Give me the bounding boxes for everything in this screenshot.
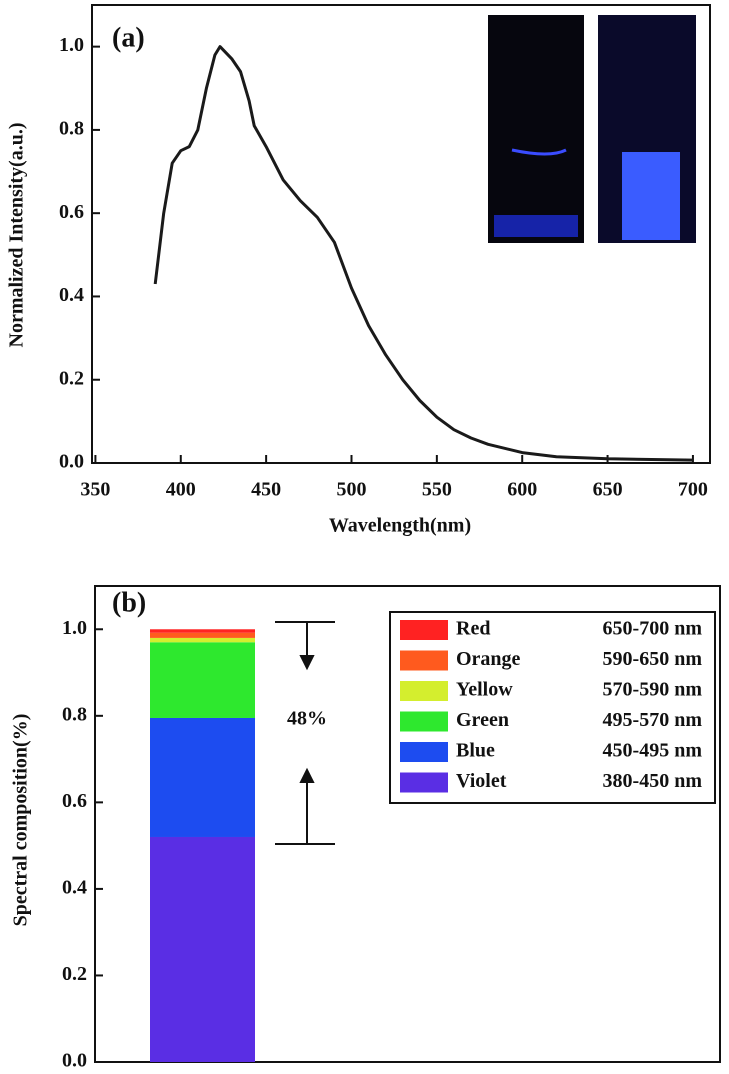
legend-range: 380-450 nm (603, 770, 703, 792)
y-tick-label: 0.6 (62, 790, 87, 812)
annotation-bracket (275, 621, 335, 845)
y-tick-label: 0.2 (62, 963, 87, 985)
glow-liquid (622, 152, 680, 240)
y-axis-label: Spectral composition(%) (10, 714, 32, 927)
legend-label: Yellow (456, 679, 513, 701)
legend-label: Blue (456, 740, 495, 762)
legend-swatch (400, 620, 448, 640)
y-tick-label: 0.8 (59, 118, 84, 140)
x-tick-label: 400 (166, 479, 196, 501)
annotation: 48% (287, 708, 327, 730)
legend-swatch (400, 742, 448, 762)
plot-frame (91, 4, 711, 464)
y-tick-label: 0.6 (59, 201, 84, 223)
legend-range: 495-570 nm (603, 709, 703, 731)
x-tick-label: 700 (678, 479, 708, 501)
legend-label: Violet (456, 770, 507, 792)
legend-swatch (400, 681, 448, 701)
legend-range: 650-700 nm (603, 618, 703, 640)
plot-frame (94, 585, 721, 1063)
bar-segment (150, 642, 255, 718)
bar-segment (150, 637, 255, 643)
inset-photo (488, 15, 696, 243)
y-tick-label: 0.0 (62, 1050, 87, 1072)
cuvette-dark (488, 15, 584, 243)
legend-range: 570-590 nm (603, 679, 703, 701)
x-tick-label: 650 (593, 479, 623, 501)
x-tick-label: 500 (336, 479, 366, 501)
bar-segment (150, 717, 255, 837)
bar-segment (150, 836, 255, 1062)
line-series (153, 45, 693, 462)
x-tick-label: 350 (80, 479, 110, 501)
legend-label: Orange (456, 648, 521, 670)
panel-label: (b) (112, 587, 146, 618)
cuvette-base (494, 215, 578, 237)
legend-range: 450-495 nm (603, 740, 703, 762)
legend-box (389, 611, 716, 804)
arrowhead (299, 767, 315, 783)
y-tick-label: 0.4 (62, 877, 87, 899)
y-axis-label: Normalized Intensity(a.u.) (6, 123, 28, 348)
legend-swatch (400, 711, 448, 732)
y-tick-label: 1.0 (62, 617, 87, 639)
y-tick-label: 0.4 (59, 284, 84, 306)
arrowhead (299, 655, 315, 671)
bar-segment (150, 632, 255, 638)
panel-label: (a) (112, 22, 145, 53)
legend-label: Red (456, 618, 490, 640)
legend-label: Green (456, 709, 509, 731)
x-tick-label: 550 (422, 479, 452, 501)
bar-segment (150, 629, 255, 633)
meniscus (511, 148, 567, 156)
y-tick-label: 1.0 (59, 34, 84, 56)
x-axis-label: Wavelength(nm) (329, 515, 471, 537)
y-tick-label: 0.0 (59, 451, 84, 473)
legend-swatch (400, 772, 448, 793)
y-tick-label: 0.2 (59, 367, 84, 389)
x-tick-label: 450 (251, 479, 281, 501)
y-tick-label: 0.8 (62, 703, 87, 725)
legend-swatch (400, 650, 448, 671)
legend-range: 590-650 nm (603, 648, 703, 670)
x-tick-label: 600 (507, 479, 537, 501)
